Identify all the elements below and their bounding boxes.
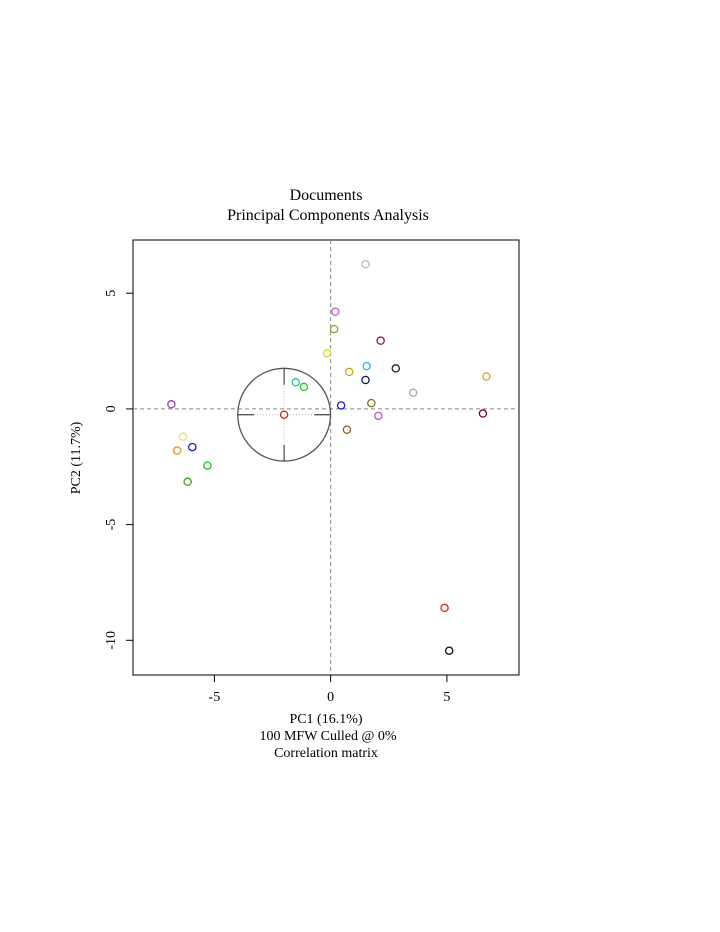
plot-area: -5 0 5 -10 -5 0 5 [104, 239, 520, 705]
y-tick-label: -5 [104, 519, 119, 531]
data-point [322, 349, 332, 358]
y-tick-label: 0 [104, 405, 119, 412]
data-point [329, 324, 339, 334]
data-point [376, 336, 385, 345]
chart-title: Documents [290, 187, 363, 204]
data-point [336, 401, 346, 410]
data-point [362, 361, 371, 371]
y-tick-label: 5 [104, 290, 119, 297]
data-point [172, 446, 182, 455]
data-point [361, 375, 370, 385]
plot-frame [132, 239, 520, 676]
data-point [440, 603, 449, 613]
data-point [342, 425, 352, 434]
data-point [299, 382, 309, 392]
x-tick-label: -5 [209, 690, 221, 705]
data-point [183, 477, 192, 487]
data-point [178, 432, 188, 441]
caption-line-1: 100 MFW Culled @ 0% [259, 729, 396, 744]
x-tick-label: 5 [443, 690, 450, 705]
data-point [291, 378, 301, 387]
x-tick-label: 0 [327, 690, 334, 705]
chart-subtitle: Principal Components Analysis [227, 207, 429, 224]
data-point [331, 307, 340, 316]
data-point [444, 646, 454, 655]
data-point [188, 442, 197, 452]
data-point [374, 411, 383, 421]
data-point [279, 410, 289, 419]
data-point [482, 372, 491, 381]
x-axis-label: PC1 (16.1%) [289, 712, 362, 727]
data-point [391, 364, 401, 373]
caption-line-2: Correlation matrix [274, 746, 378, 761]
y-axis-label: PC2 (11.7%) [69, 421, 84, 494]
data-point [167, 400, 176, 409]
data-point [361, 260, 370, 269]
data-point [478, 409, 488, 418]
data-point [203, 461, 212, 470]
data-point [408, 388, 418, 397]
y-tick-label: -10 [104, 631, 119, 650]
data-point [367, 398, 376, 408]
data-point [345, 367, 354, 377]
